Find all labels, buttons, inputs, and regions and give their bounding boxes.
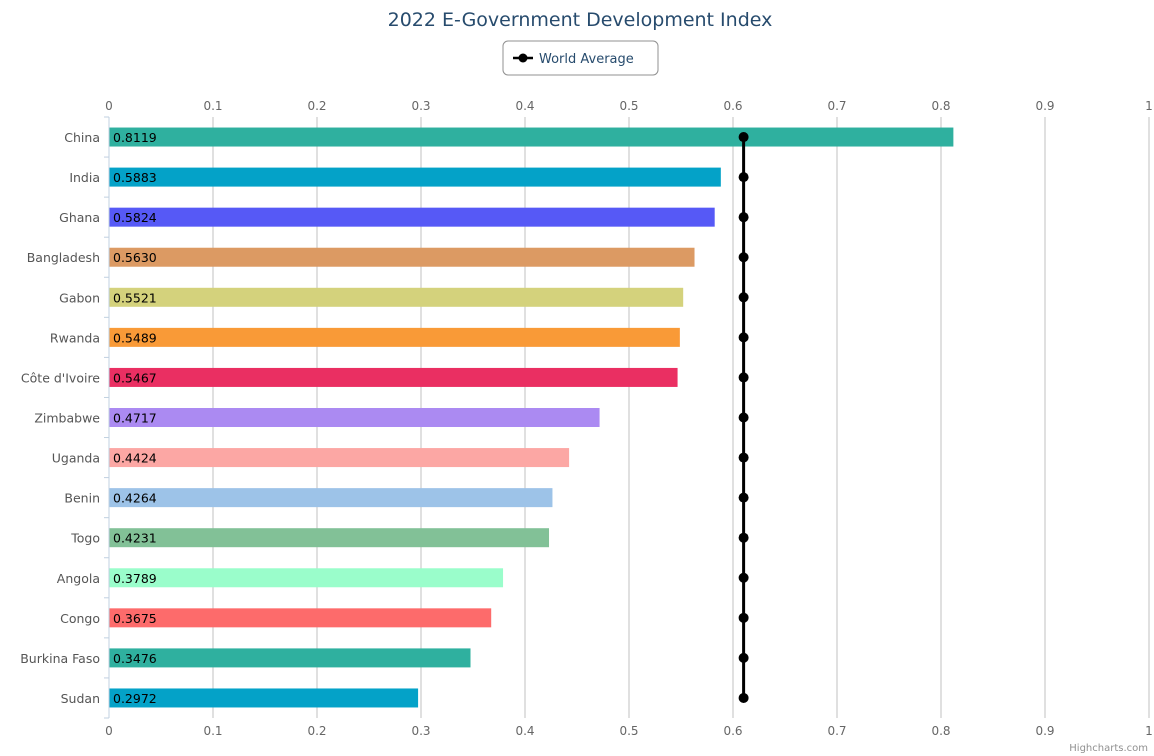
bars: 0.8119 0.5883 0.5824 0.5630 0.5521 0.5489 0.54… bbox=[109, 127, 954, 708]
x-tick-label-bottom: 0.5 bbox=[619, 724, 638, 738]
category-label: Angola bbox=[57, 571, 100, 586]
bar-data-label: 0.4717 bbox=[113, 411, 157, 426]
category-label: Benin bbox=[64, 491, 100, 506]
legend[interactable]: World Average bbox=[502, 40, 659, 76]
bar-data-label: 0.5467 bbox=[113, 370, 157, 385]
x-axis-top: 0 0.1 0.2 0.3 0.4 0.5 0.6 0.7 0.8 0.9 1 bbox=[105, 99, 1153, 113]
x-tick-label-bottom: 0.6 bbox=[723, 724, 742, 738]
world-average-point[interactable] bbox=[738, 292, 749, 303]
x-tick-label-top: 0.1 bbox=[203, 99, 222, 113]
bar-data-label: 0.4424 bbox=[113, 451, 157, 466]
category-label: China bbox=[64, 130, 100, 145]
x-tick-label-top: 0.2 bbox=[307, 99, 326, 113]
x-tick-label-bottom: 0.3 bbox=[411, 724, 430, 738]
legend-box bbox=[502, 40, 659, 76]
bar-data-label: 0.5521 bbox=[113, 290, 157, 305]
world-average-point[interactable] bbox=[738, 252, 749, 263]
bar[interactable] bbox=[109, 247, 695, 267]
bar-data-label: 0.3675 bbox=[113, 611, 157, 626]
category-label: Sudan bbox=[61, 691, 100, 706]
world-average-point[interactable] bbox=[738, 412, 749, 423]
x-tick-label-top: 0.6 bbox=[723, 99, 742, 113]
bar-data-label: 0.3476 bbox=[113, 651, 157, 666]
world-average-point[interactable] bbox=[738, 372, 749, 383]
category-label: Rwanda bbox=[50, 330, 100, 345]
bar-data-label: 0.2972 bbox=[113, 691, 157, 706]
y-axis: China India Ghana Bangladesh Gabon Rwanda Côte… bbox=[20, 116, 110, 719]
x-tick-label-top: 0.7 bbox=[827, 99, 846, 113]
bar[interactable] bbox=[109, 167, 721, 187]
bar[interactable] bbox=[109, 207, 715, 227]
bar[interactable] bbox=[109, 688, 419, 708]
x-tick-label-top: 1 bbox=[1145, 99, 1153, 113]
world-average-series bbox=[738, 132, 749, 703]
x-tick-label-top: 0.5 bbox=[619, 99, 638, 113]
category-label: Zimbabwe bbox=[34, 411, 100, 426]
bar[interactable] bbox=[109, 367, 678, 387]
bar[interactable] bbox=[109, 287, 684, 307]
bar[interactable] bbox=[109, 528, 550, 548]
world-average-point[interactable] bbox=[738, 612, 749, 623]
x-tick-label-bottom: 0.9 bbox=[1035, 724, 1054, 738]
x-tick-label-bottom: 0.4 bbox=[515, 724, 534, 738]
bar[interactable] bbox=[109, 608, 492, 628]
bar-data-label: 0.5883 bbox=[113, 170, 157, 185]
x-tick-label-top: 0.9 bbox=[1035, 99, 1054, 113]
legend-item-world-average[interactable]: World Average bbox=[539, 52, 634, 67]
world-average-point[interactable] bbox=[738, 172, 749, 183]
world-average-point[interactable] bbox=[738, 572, 749, 583]
bar-data-label: 0.5630 bbox=[113, 250, 157, 265]
x-tick-label-bottom: 0 bbox=[105, 724, 113, 738]
x-tick-label-bottom: 1 bbox=[1145, 724, 1153, 738]
category-label: Uganda bbox=[52, 451, 100, 466]
bar[interactable] bbox=[109, 648, 471, 668]
bar-data-label: 0.4231 bbox=[113, 531, 157, 546]
bar[interactable] bbox=[109, 127, 954, 147]
world-average-point[interactable] bbox=[738, 692, 749, 703]
bar[interactable] bbox=[109, 488, 553, 508]
x-tick-label-top: 0.8 bbox=[931, 99, 950, 113]
bar[interactable] bbox=[109, 408, 600, 427]
x-tick-label-bottom: 0.7 bbox=[827, 724, 846, 738]
category-label: Côte d'Ivoire bbox=[21, 370, 100, 385]
world-average-point[interactable] bbox=[738, 532, 749, 543]
bar[interactable] bbox=[109, 448, 570, 468]
x-tick-label-bottom: 0.8 bbox=[931, 724, 950, 738]
bar[interactable] bbox=[109, 327, 680, 347]
world-average-point[interactable] bbox=[738, 212, 749, 223]
legend-marker-symbol bbox=[518, 53, 528, 63]
x-tick-label-bottom: 0.1 bbox=[203, 724, 222, 738]
category-label: Gabon bbox=[59, 290, 100, 305]
world-average-point[interactable] bbox=[738, 652, 749, 663]
category-label: India bbox=[69, 170, 100, 185]
bar-data-label: 0.5489 bbox=[113, 330, 157, 345]
category-label: Congo bbox=[60, 611, 100, 626]
bar-data-label: 0.4264 bbox=[113, 491, 157, 506]
x-tick-label-top: 0 bbox=[105, 99, 113, 113]
world-average-point[interactable] bbox=[738, 332, 749, 343]
world-average-point[interactable] bbox=[738, 132, 749, 143]
category-label: Togo bbox=[70, 531, 100, 546]
bar-data-label: 0.5824 bbox=[113, 210, 157, 225]
bar-data-label: 0.8119 bbox=[113, 130, 157, 145]
x-tick-label-top: 0.4 bbox=[515, 99, 534, 113]
world-average-point[interactable] bbox=[738, 492, 749, 503]
category-label: Ghana bbox=[59, 210, 100, 225]
category-label: Bangladesh bbox=[27, 250, 100, 265]
x-tick-label-bottom: 0.2 bbox=[307, 724, 326, 738]
chart-title: 2022 E-Government Development Index bbox=[388, 9, 773, 31]
x-axis-bottom: 0 0.1 0.2 0.3 0.4 0.5 0.6 0.7 0.8 0.9 1 bbox=[105, 724, 1153, 738]
bar[interactable] bbox=[109, 568, 504, 588]
bar-data-label: 0.3789 bbox=[113, 571, 157, 586]
world-average-point[interactable] bbox=[738, 452, 749, 463]
x-tick-label-top: 0.3 bbox=[411, 99, 430, 113]
category-label: Burkina Faso bbox=[20, 651, 100, 666]
credits[interactable]: Highcharts.com bbox=[1069, 743, 1148, 754]
